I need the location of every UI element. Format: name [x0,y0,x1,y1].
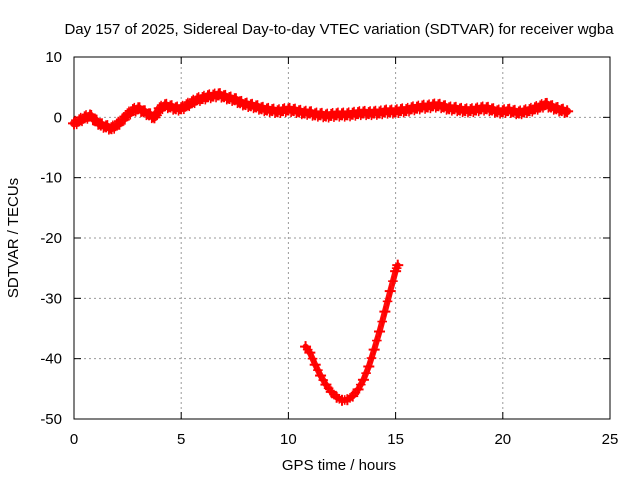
data-point-marker [361,368,371,378]
data-point-marker [561,105,574,118]
x-tick-label: 15 [387,431,404,448]
data-point-marker [92,114,102,124]
y-tick-label: -10 [40,170,62,187]
series-dip-arc [300,259,404,406]
y-axis-label: SDTVAR / TECUs [5,178,22,298]
series-layer [68,88,574,406]
chart-title: Day 157 of 2025, Sidereal Day-to-day VTE… [64,21,614,38]
data-point-marker [140,105,150,114]
data-point-marker [304,347,316,359]
data-point-marker [242,97,252,107]
data-point-marker [374,326,386,338]
data-point-marker [167,100,177,109]
y-tick-label: 10 [45,49,62,66]
data-point-marker [97,118,107,127]
data-point-marker [553,101,562,111]
data-point-marker [363,361,375,373]
y-tick-label: -40 [40,351,62,368]
data-point-marker [388,276,398,286]
x-tick-label: 0 [70,431,78,448]
x-tick-label: 25 [602,431,619,448]
data-point-marker [258,101,268,111]
data-point-marker [379,306,391,318]
data-point-marker [317,107,327,117]
series-main-track [68,88,574,135]
tick-layer: 0 5 10 15 20 25 10 0 -10 -20 -30 -40 -50 [40,49,618,448]
data-point-marker [87,109,96,119]
data-point-marker [548,100,557,109]
data-point-marker [135,102,144,111]
data-point-marker [483,101,493,111]
data-point-marker [162,98,171,108]
data-point-marker [352,383,364,395]
data-point-marker [440,100,450,109]
data-point-marker [435,98,445,108]
data-point-marker [237,95,246,105]
data-point-marker [542,97,552,107]
data-point-marker [290,103,300,113]
data-point-marker [392,259,404,271]
data-point-marker [451,101,461,111]
data-point-marker [253,100,262,109]
data-point-marker [309,359,321,371]
data-point-marker [231,93,241,102]
x-tick-label: 10 [280,431,297,448]
y-tick-label: -30 [40,290,62,307]
x-tick-label: 20 [494,431,511,448]
x-axis-label: GPS time / hours [282,457,396,474]
data-point-marker [84,109,97,122]
data-point-marker [384,285,396,297]
data-point-marker [306,106,316,115]
data-point-marker [368,344,380,356]
data-point-marker [221,89,230,99]
data-point-marker [247,98,257,108]
data-point-marker [215,88,225,97]
data-point-marker [558,103,568,113]
data-point-marker [377,316,388,327]
grid-layer [74,57,610,419]
data-point-marker [372,335,382,346]
x-tick-label: 5 [177,431,185,448]
data-point-marker [296,104,305,114]
data-point-marker [307,353,318,364]
data-point-marker [226,91,236,101]
data-point-marker [382,296,393,307]
data-point-marker [505,103,514,113]
y-tick-label: -20 [40,230,62,247]
data-point-marker [357,374,369,386]
y-tick-label: 0 [54,109,62,126]
data-point-marker [366,353,377,363]
y-tick-label: -50 [40,411,62,428]
data-point-marker [489,103,498,112]
